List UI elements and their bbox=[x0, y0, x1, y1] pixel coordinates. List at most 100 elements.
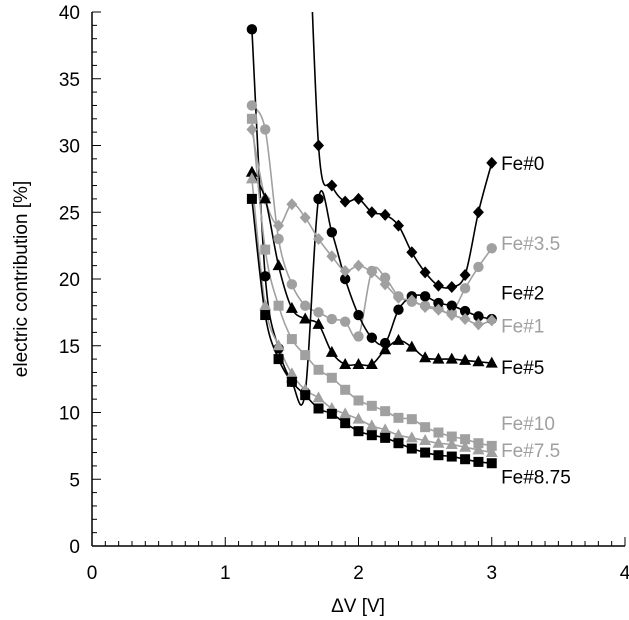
data-point-fe-0 bbox=[366, 206, 378, 219]
data-point-fe-0 bbox=[313, 139, 325, 152]
data-point-fe-1 bbox=[273, 219, 285, 232]
data-point-fe-8-75 bbox=[366, 430, 377, 441]
data-point-fe-1 bbox=[366, 266, 378, 279]
data-point-fe-5 bbox=[432, 352, 445, 364]
series-label-fe-7-5: Fe#7.5 bbox=[501, 441, 560, 462]
data-point-fe-10 bbox=[473, 438, 484, 449]
data-point-fe-7-5 bbox=[472, 443, 485, 455]
data-point-fe-7-5 bbox=[312, 391, 325, 403]
x-axis-title: ΔV [V] bbox=[331, 596, 385, 617]
data-point-fe-3-5 bbox=[286, 279, 298, 290]
data-point-fe-10 bbox=[273, 300, 284, 311]
data-point-fe-7-5 bbox=[365, 419, 378, 431]
data-point-fe-1 bbox=[446, 309, 458, 322]
y-tick-label: 10 bbox=[59, 404, 80, 425]
data-point-fe-10 bbox=[406, 414, 417, 425]
data-point-fe-1 bbox=[339, 264, 351, 277]
data-point-fe-1 bbox=[286, 198, 298, 211]
data-point-fe-10 bbox=[286, 334, 297, 345]
data-point-fe-8-75 bbox=[393, 438, 404, 449]
data-point-fe-2 bbox=[246, 24, 258, 35]
data-point-fe-7-5 bbox=[445, 438, 458, 450]
data-point-fe-2 bbox=[353, 309, 364, 321]
data-point-fe-3-5 bbox=[339, 316, 351, 327]
data-point-fe-0 bbox=[392, 219, 404, 232]
series-label-fe-0: Fe#0 bbox=[501, 154, 544, 175]
data-point-fe-1 bbox=[432, 303, 444, 316]
data-point-fe-3-5 bbox=[353, 331, 364, 342]
data-point-fe-0 bbox=[472, 206, 484, 219]
data-point-fe-5 bbox=[259, 192, 272, 204]
data-point-fe-8-75 bbox=[380, 432, 391, 443]
y-tick-label: 40 bbox=[59, 3, 80, 24]
data-point-fe-1 bbox=[313, 232, 325, 245]
curves bbox=[251, 12, 493, 465]
data-point-fe-1 bbox=[326, 250, 338, 263]
data-point-fe-10 bbox=[326, 372, 337, 383]
data-point-fe-8-75 bbox=[473, 456, 484, 467]
data-point-fe-5 bbox=[352, 357, 365, 369]
data-point-fe-1 bbox=[406, 294, 418, 307]
data-point-fe-8-75 bbox=[446, 451, 457, 462]
data-point-fe-5 bbox=[379, 343, 392, 355]
data-point-fe-8-75 bbox=[313, 403, 324, 414]
data-point-fe-5 bbox=[299, 312, 312, 324]
data-point-fe-10 bbox=[260, 244, 271, 255]
data-point-fe-0 bbox=[339, 195, 351, 208]
data-point-fe-1 bbox=[419, 301, 431, 314]
data-point-fe-7-5 bbox=[379, 423, 392, 435]
data-point-fe-7-5 bbox=[485, 446, 498, 458]
data-point-fe-3-5 bbox=[260, 124, 271, 135]
x-tick-label: 1 bbox=[220, 563, 231, 584]
data-point-fe-5 bbox=[272, 259, 285, 271]
data-point-fe-10 bbox=[313, 364, 324, 375]
data-point-fe-3-5 bbox=[273, 233, 284, 245]
x-tick-label: 4 bbox=[620, 563, 629, 584]
data-point-fe-5 bbox=[285, 301, 298, 313]
data-point-fe-0 bbox=[419, 266, 431, 279]
data-point-fe-10 bbox=[486, 440, 497, 451]
data-point-fe-10 bbox=[300, 350, 311, 361]
series-line-fe-0 bbox=[311, 12, 493, 289]
data-point-fe-2 bbox=[366, 332, 378, 343]
series-line-fe-1 bbox=[251, 129, 493, 326]
y-tick-label: 0 bbox=[69, 537, 80, 558]
data-point-fe-10 bbox=[393, 412, 404, 423]
data-point-fe-2 bbox=[446, 300, 457, 311]
data-point-fe-1 bbox=[486, 314, 498, 327]
data-point-fe-5 bbox=[472, 355, 485, 367]
data-point-fe-1 bbox=[353, 259, 364, 272]
series-label-fe-3-5: Fe#3.5 bbox=[501, 234, 560, 255]
data-point-fe-1 bbox=[246, 123, 258, 136]
data-point-fe-7-5 bbox=[272, 339, 285, 351]
data-point-fe-7-5 bbox=[459, 440, 472, 452]
y-tick-label: 20 bbox=[59, 270, 80, 291]
data-point-fe-0 bbox=[486, 156, 498, 169]
data-point-fe-10 bbox=[420, 422, 431, 433]
series-labels: Fe#0 Fe#3.5 Fe#2 Fe#1 Fe#5 Fe#10 Fe#7.5 Fe#8.75 bbox=[501, 154, 571, 489]
data-point-fe-10 bbox=[380, 406, 391, 417]
data-point-fe-7-5 bbox=[405, 431, 418, 443]
data-point-fe-2 bbox=[339, 273, 351, 285]
x-tick-label: 2 bbox=[353, 563, 364, 584]
y-tick-label: 30 bbox=[59, 137, 80, 158]
data-point-fe-1 bbox=[459, 313, 471, 326]
data-point-fe-10 bbox=[353, 395, 364, 406]
data-point-fe-0 bbox=[353, 192, 364, 205]
data-point-fe-1 bbox=[472, 318, 484, 331]
data-point-fe-2 bbox=[473, 311, 484, 322]
data-point-fe-3-5 bbox=[326, 313, 338, 325]
series-label-fe-2: Fe#2 bbox=[501, 283, 544, 304]
data-point-fe-5 bbox=[405, 340, 418, 352]
data-point-fe-5 bbox=[245, 165, 258, 177]
data-point-fe-0 bbox=[379, 208, 391, 221]
data-point-fe-10 bbox=[433, 427, 444, 438]
data-point-fe-7-5 bbox=[392, 428, 405, 440]
data-point-fe-10 bbox=[340, 384, 351, 395]
data-point-fe-8-75 bbox=[300, 390, 311, 401]
y-tick-label: 5 bbox=[69, 470, 80, 491]
data-point-fe-10 bbox=[366, 400, 377, 411]
data-point-fe-8-75 bbox=[460, 454, 471, 465]
